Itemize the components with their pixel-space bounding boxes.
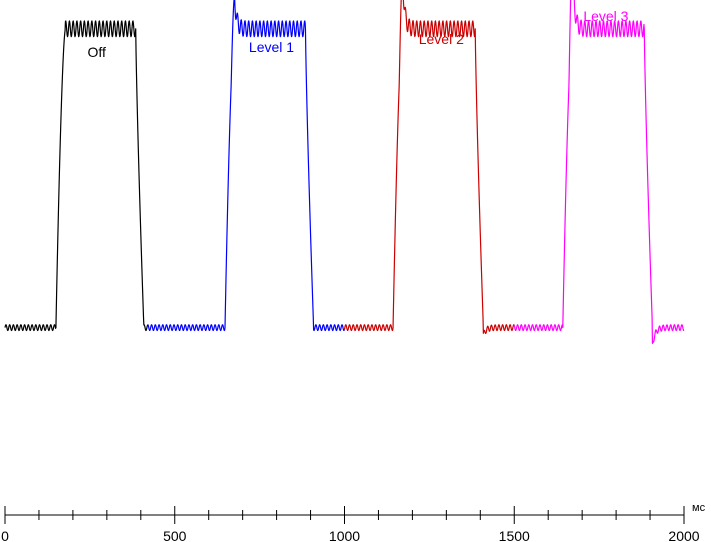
series-label-off: Off	[87, 44, 106, 60]
x-axis: 0 500 1000 1500 2000 мс	[1, 502, 705, 542]
x-tick-label: 1000	[329, 528, 360, 542]
x-tick-label: 0	[1, 528, 9, 542]
x-tick-label: 2000	[668, 528, 699, 542]
series-label-level-3: Level 3	[583, 8, 628, 24]
series-line-off	[4, 20, 149, 332]
x-tick-label: 1500	[499, 528, 530, 542]
series-line-level-1	[147, 0, 346, 332]
series-label-level-2: Level 2	[419, 31, 464, 47]
series-layer	[4, 0, 685, 345]
series-line-level-2	[343, 0, 515, 335]
series-line-level-3	[513, 0, 685, 345]
series-label-layer: Off Level 1 Level 2 Level 3	[87, 8, 628, 60]
x-tick-label: 500	[163, 528, 187, 542]
series-label-level-1: Level 1	[249, 39, 294, 55]
x-axis-unit-label: мс	[692, 502, 706, 514]
